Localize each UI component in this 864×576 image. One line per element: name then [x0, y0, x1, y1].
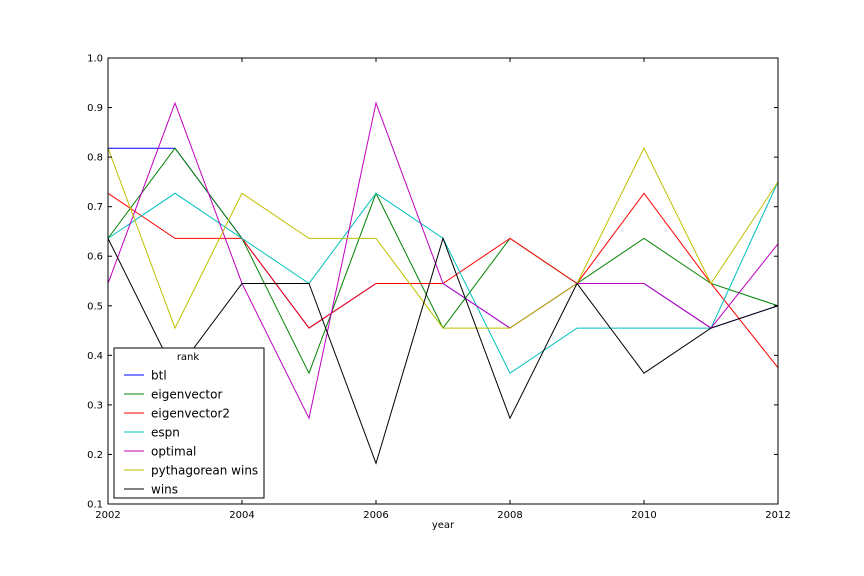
axis-ticks: 2002 2004 2006 2008 2010 2012 0.1 0.2 0.3 0.4 0.5 0…	[87, 54, 791, 522]
legend-label-pythagorean-wins: pythagorean wins	[151, 464, 258, 478]
legend-title: rank	[177, 352, 200, 363]
y-tick-label: 0.2	[87, 450, 103, 461]
x-tick-label: 2008	[497, 510, 522, 521]
series-line-optimal	[107, 101, 779, 420]
series-line-espn	[107, 181, 779, 374]
plot-area-frame	[107, 57, 779, 505]
series-line-pythagorean-wins	[107, 147, 779, 330]
legend-label-btl: btl	[151, 369, 167, 383]
legend-label-eigenvector2: eigenvector2	[151, 407, 230, 421]
x-tick-label: 2002	[95, 510, 120, 521]
legend-box	[113, 347, 265, 499]
y-tick-label: 0.5	[87, 301, 103, 312]
x-tick-label: 2006	[363, 510, 388, 521]
y-tick-label: 0.9	[87, 103, 103, 114]
x-axis-label: year	[432, 520, 455, 531]
series-line-eigenvector2	[107, 192, 779, 369]
x-tick-label: 2012	[765, 510, 790, 521]
series-line-wins	[107, 236, 779, 465]
y-tick-label: 0.6	[87, 252, 103, 263]
y-tick-label: 0.3	[87, 400, 103, 411]
y-tick-label: 0.4	[87, 351, 103, 362]
x-tick-label: 2004	[229, 510, 254, 521]
legend-label-espn: espn	[151, 426, 180, 440]
x-tick-label: 2010	[631, 510, 656, 521]
legend-label-optimal: optimal	[151, 445, 196, 459]
legend-label-eigenvector: eigenvector	[151, 388, 222, 402]
y-tick-label: 0.8	[87, 153, 103, 164]
legend-label-wins: wins	[151, 483, 178, 497]
y-tick-label: 1.0	[87, 54, 103, 65]
y-tick-label: 0.7	[87, 202, 103, 213]
y-tick-label: 0.1	[87, 500, 103, 511]
series-lines	[107, 101, 779, 465]
legend: rank btl eigenvector eigenvector2 espn optim…	[113, 347, 265, 499]
